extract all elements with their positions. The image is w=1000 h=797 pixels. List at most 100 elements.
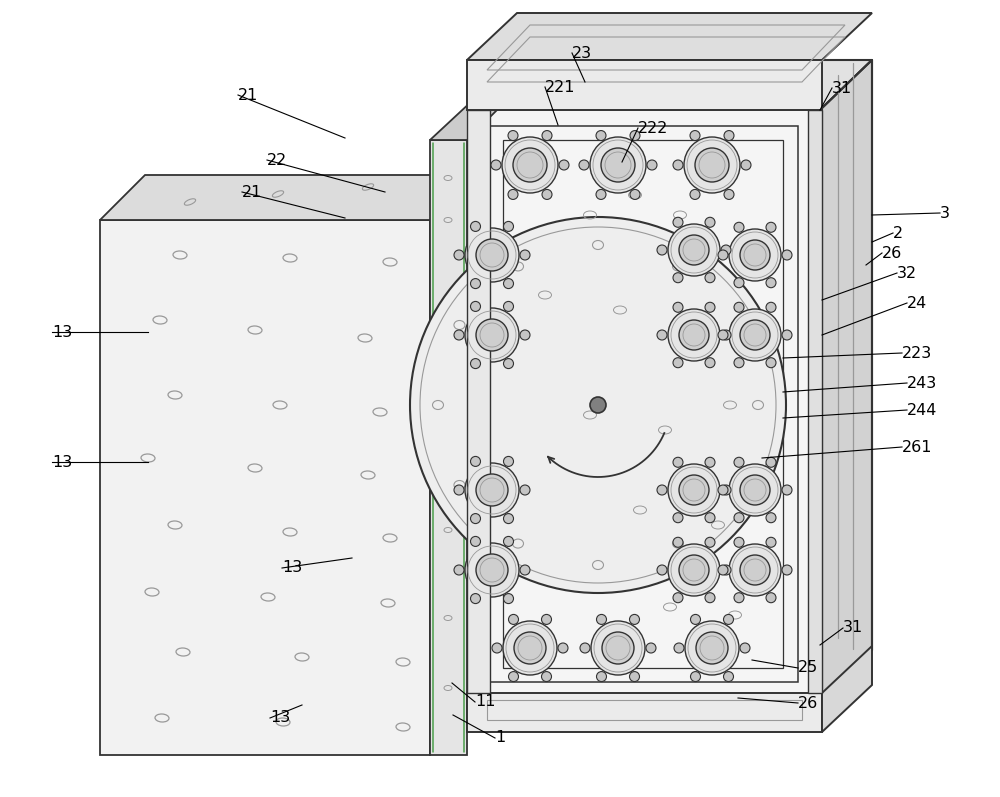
Circle shape <box>679 235 709 265</box>
Circle shape <box>766 358 776 367</box>
Text: 32: 32 <box>897 265 917 281</box>
Circle shape <box>646 643 656 653</box>
Circle shape <box>673 593 683 603</box>
Circle shape <box>542 672 552 681</box>
Circle shape <box>729 229 781 281</box>
Circle shape <box>673 302 683 312</box>
Text: 221: 221 <box>545 80 576 95</box>
Circle shape <box>476 554 508 586</box>
Circle shape <box>454 330 464 340</box>
Polygon shape <box>430 175 475 755</box>
Circle shape <box>729 309 781 361</box>
Circle shape <box>718 565 728 575</box>
Circle shape <box>596 190 606 199</box>
Circle shape <box>509 614 518 624</box>
Polygon shape <box>100 220 430 755</box>
Polygon shape <box>467 108 822 698</box>
Circle shape <box>657 485 667 495</box>
Circle shape <box>520 485 530 495</box>
Text: 3: 3 <box>940 206 950 221</box>
Text: 26: 26 <box>882 245 902 261</box>
Circle shape <box>630 672 640 681</box>
Circle shape <box>705 537 715 548</box>
Circle shape <box>471 279 480 289</box>
Text: 222: 222 <box>638 120 668 135</box>
Circle shape <box>647 160 657 170</box>
Circle shape <box>729 544 781 596</box>
Circle shape <box>504 536 514 547</box>
Circle shape <box>542 190 552 199</box>
Circle shape <box>782 330 792 340</box>
Circle shape <box>734 222 744 232</box>
Circle shape <box>630 614 640 624</box>
Circle shape <box>590 137 646 193</box>
Text: 243: 243 <box>907 375 937 391</box>
Circle shape <box>690 614 700 624</box>
Circle shape <box>596 672 606 681</box>
Circle shape <box>503 621 557 675</box>
Circle shape <box>471 536 480 547</box>
Circle shape <box>721 330 731 340</box>
Polygon shape <box>467 60 822 110</box>
Circle shape <box>740 643 750 653</box>
Circle shape <box>721 485 731 495</box>
Text: 21: 21 <box>242 184 262 199</box>
Circle shape <box>491 160 501 170</box>
Circle shape <box>740 240 770 270</box>
Circle shape <box>590 397 606 413</box>
Circle shape <box>766 593 776 603</box>
Circle shape <box>454 250 464 260</box>
Circle shape <box>504 457 514 466</box>
Circle shape <box>558 643 568 653</box>
Circle shape <box>673 512 683 523</box>
Circle shape <box>596 614 606 624</box>
Circle shape <box>465 543 519 597</box>
Text: 261: 261 <box>902 439 932 454</box>
Circle shape <box>454 565 464 575</box>
Circle shape <box>734 277 744 288</box>
Circle shape <box>705 593 715 603</box>
Circle shape <box>504 594 514 603</box>
Circle shape <box>696 632 728 664</box>
Circle shape <box>514 632 546 664</box>
Circle shape <box>508 131 518 140</box>
Circle shape <box>679 320 709 350</box>
Circle shape <box>724 614 734 624</box>
Circle shape <box>673 160 683 170</box>
Circle shape <box>454 485 464 495</box>
Text: 223: 223 <box>902 346 932 360</box>
Circle shape <box>410 217 786 593</box>
Circle shape <box>695 148 729 182</box>
Circle shape <box>630 190 640 199</box>
Circle shape <box>579 160 589 170</box>
Circle shape <box>471 513 480 524</box>
Circle shape <box>734 537 744 548</box>
Circle shape <box>508 190 518 199</box>
Circle shape <box>766 512 776 523</box>
Circle shape <box>471 457 480 466</box>
Polygon shape <box>822 646 872 732</box>
Circle shape <box>766 277 776 288</box>
Circle shape <box>679 555 709 585</box>
Circle shape <box>591 621 645 675</box>
Circle shape <box>559 160 569 170</box>
Polygon shape <box>100 175 475 220</box>
Circle shape <box>502 137 558 193</box>
Text: 13: 13 <box>52 454 72 469</box>
Circle shape <box>673 273 683 283</box>
Polygon shape <box>467 110 490 693</box>
Circle shape <box>673 457 683 467</box>
Circle shape <box>740 475 770 505</box>
Circle shape <box>509 672 518 681</box>
Circle shape <box>471 222 480 231</box>
Circle shape <box>690 190 700 199</box>
Circle shape <box>504 301 514 312</box>
Circle shape <box>740 555 770 585</box>
Circle shape <box>718 250 728 260</box>
Polygon shape <box>822 60 872 698</box>
Circle shape <box>471 594 480 603</box>
Circle shape <box>724 672 734 681</box>
Circle shape <box>705 273 715 283</box>
Text: 24: 24 <box>907 296 927 311</box>
Circle shape <box>782 565 792 575</box>
